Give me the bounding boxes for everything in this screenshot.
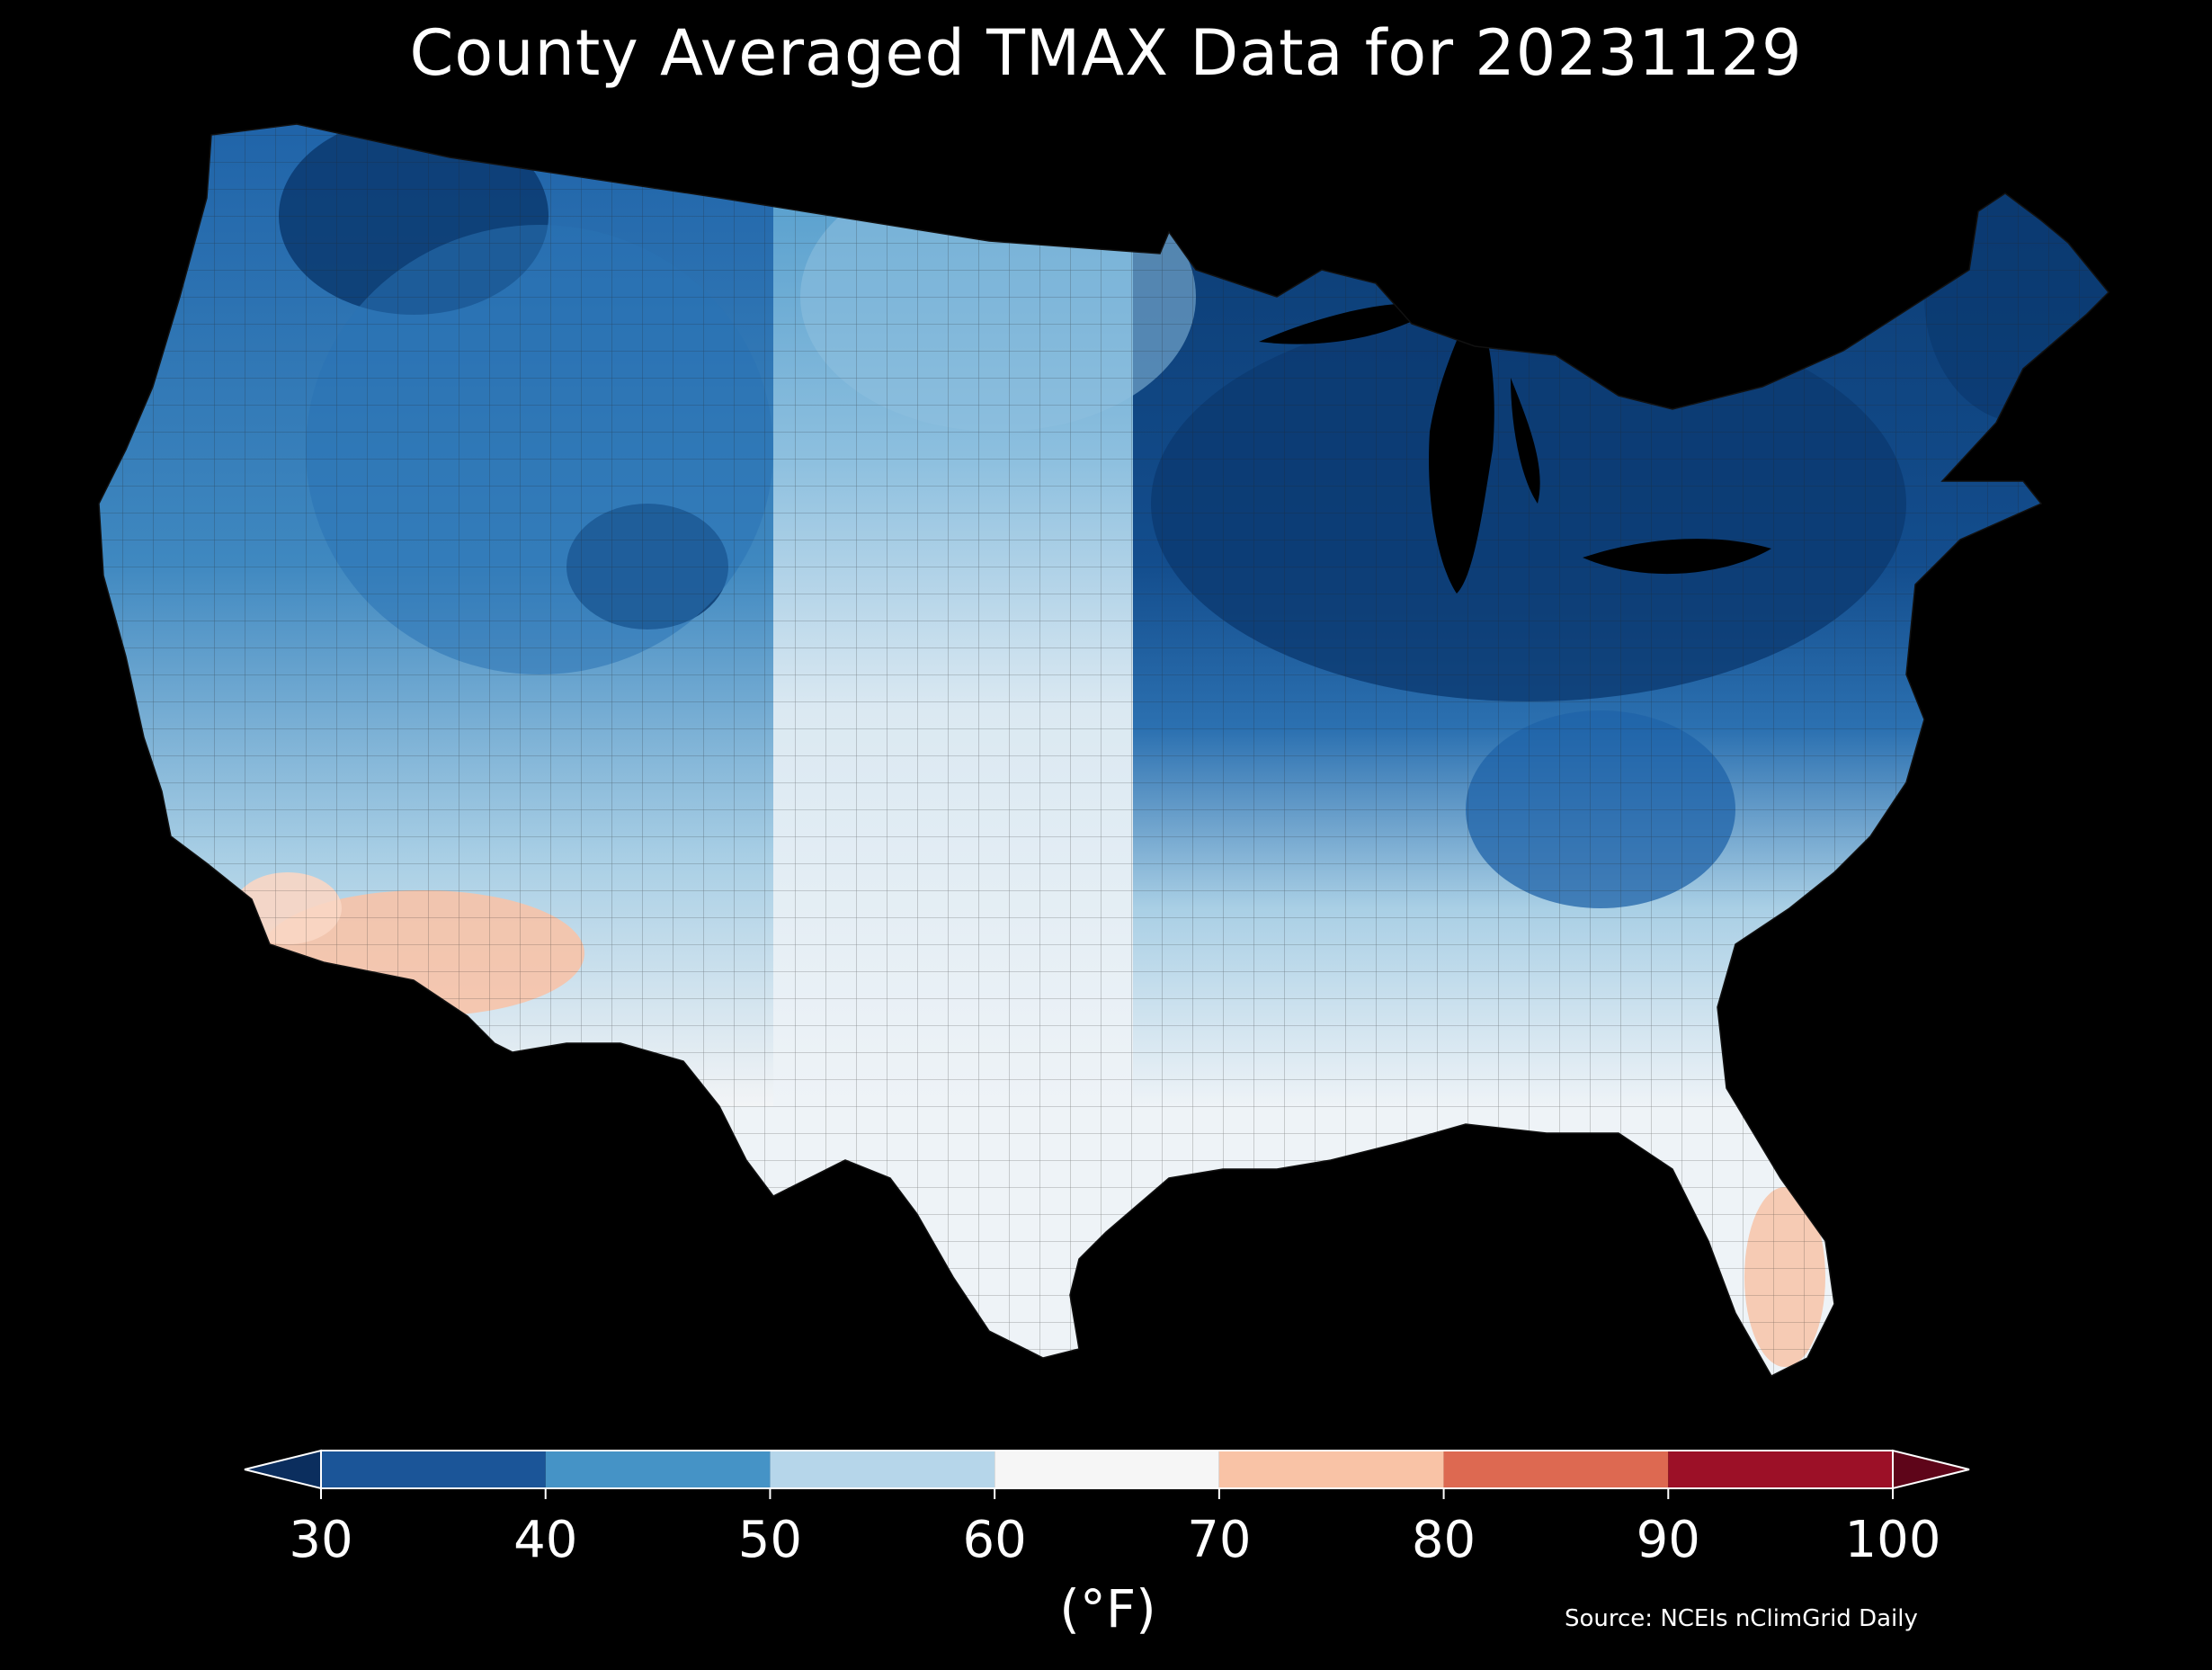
map-title: County Averaged TMAX Data for 20231129 [409,16,1803,90]
county-fill-layer [99,124,2109,1376]
lake-erie [1583,539,1771,575]
lake-superior [1259,303,1439,344]
source-credit: Source: NCEIs nClimGrid Daily [1565,1605,1918,1632]
us-outline [98,123,2110,1377]
lake-michigan [1429,297,1494,594]
lake-huron [1511,378,1540,504]
